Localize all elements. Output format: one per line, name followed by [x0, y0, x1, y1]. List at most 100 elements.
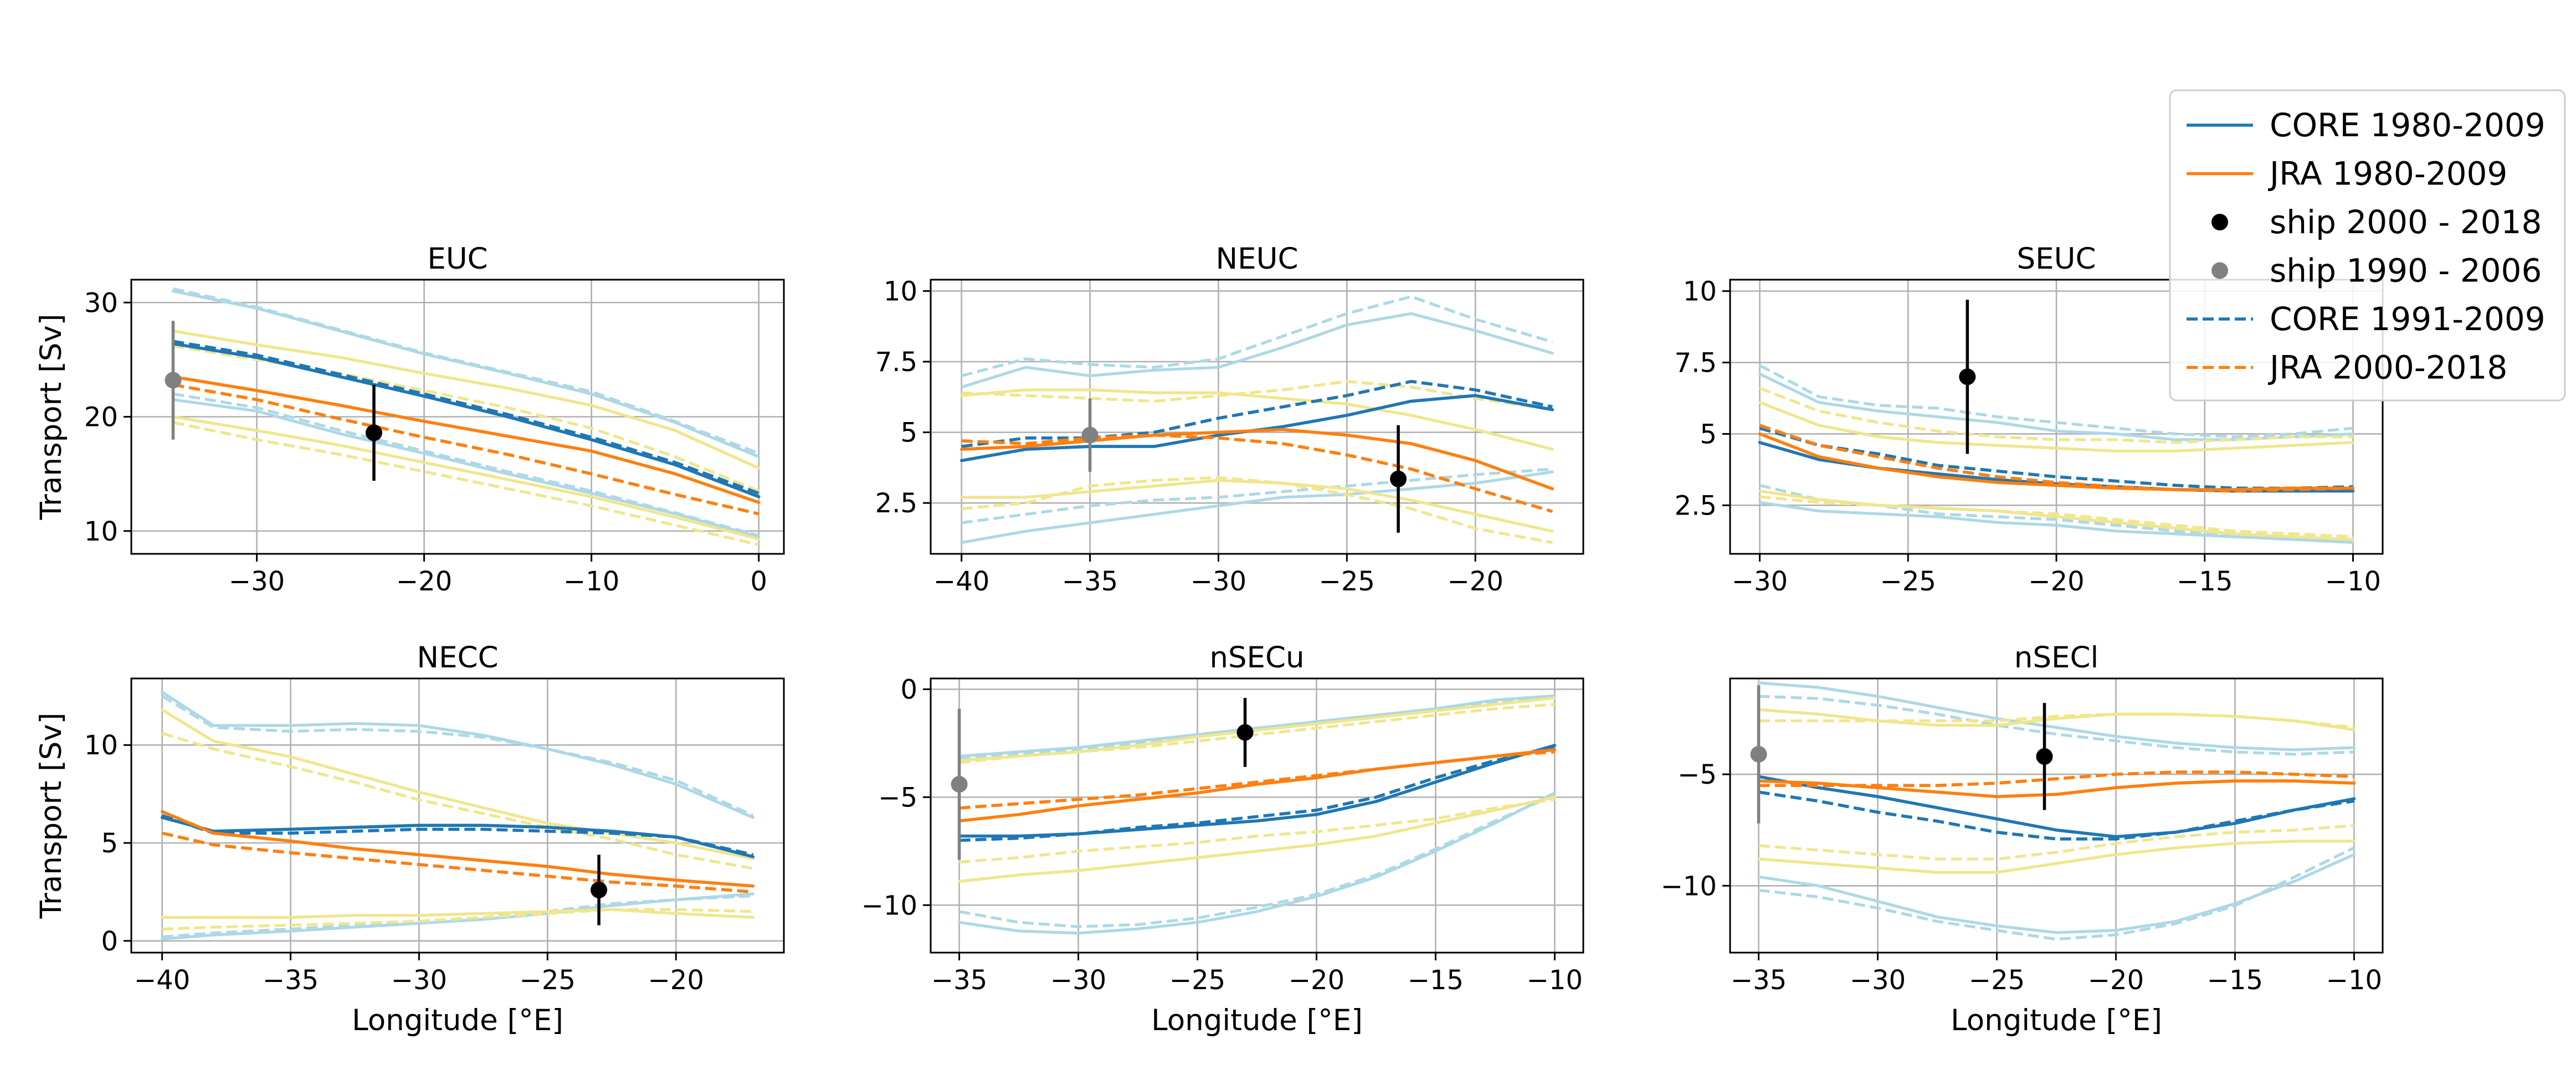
ship-point-1 [365, 424, 382, 441]
series-line-core-env-0 [960, 312, 1554, 389]
legend-label-3: ship 1990 - 2006 [2270, 252, 2542, 290]
x-tick-label-1: −20 [396, 566, 452, 597]
x-axis-label: Longitude [°E] [1151, 1004, 1363, 1037]
series-line-jra-11 [959, 750, 1555, 810]
panel-title: nSECu [1209, 641, 1304, 675]
series-line-jra-env-6 [960, 479, 1554, 533]
x-tick-label-4: −15 [1408, 965, 1464, 996]
x-tick-label-3: −25 [520, 965, 576, 996]
y-tick-label-0: 2.5 [1675, 490, 1717, 521]
y-tick-label-2: 7.5 [1675, 348, 1717, 379]
legend-label-4: CORE 1991-2009 [2270, 300, 2546, 338]
x-tick-label-2: −30 [391, 965, 447, 996]
x-tick-label-3: −20 [2088, 965, 2144, 996]
x-tick-label-3: −15 [2177, 566, 2233, 597]
series-line-jra-env-4 [1758, 401, 2355, 453]
series-line-jra-11 [173, 383, 760, 516]
series-line-jra-env-4 [960, 388, 1554, 451]
panel-neuc: −40 −35 −30 −25 −20 2.5 5 7.5 10 NEUC [875, 242, 1584, 597]
panel-nsecl: −35 −30 −25 −20 −15 −10 −10 −5 nSECl Longitude [°… [1661, 641, 2384, 1037]
series-line-jra-11 [1758, 770, 2354, 787]
y-tick-label-1: 5 [1700, 419, 1717, 450]
x-tick-label-0: −30 [229, 566, 285, 597]
series-group [957, 694, 1557, 935]
series-line-core-env-0 [1757, 681, 2356, 752]
series-line-jra-env-7 [1759, 495, 2353, 538]
x-tick-label-3: −25 [1319, 566, 1375, 597]
series-group [959, 295, 1554, 544]
y-tick-label-2: 30 [84, 287, 118, 318]
series-line-jra-10 [160, 810, 755, 888]
x-tick-label-0: −35 [931, 965, 987, 996]
x-tick-label-2: −25 [1169, 965, 1225, 996]
series-line-core-env-3 [173, 392, 760, 537]
x-tick-label-0: −40 [933, 566, 989, 597]
series-line-jra-env-7 [1758, 824, 2354, 861]
series-line-jra-env-4 [161, 708, 755, 860]
y-tick-label-1: −5 [1677, 759, 1717, 790]
y-tick-label-2: 0 [900, 674, 917, 705]
series-line-jra-env-7 [172, 421, 760, 547]
y-tick-label-3: 10 [1683, 276, 1717, 307]
series-line-jra-11 [961, 433, 1553, 513]
series-line-core-8 [171, 342, 761, 498]
series-line-jra-env-6 [957, 795, 1556, 883]
series-line-core-9 [161, 814, 753, 856]
y-tick-label-0: −10 [1661, 871, 1717, 902]
x-tick-label-1: −30 [1850, 965, 1906, 996]
series-line-core-env-1 [961, 295, 1553, 378]
ship-point-0 [1750, 745, 1767, 763]
series-line-core-env-2 [1758, 501, 2355, 544]
x-tick-label-2: −25 [1969, 965, 2025, 996]
y-tick-label-0: 0 [101, 926, 118, 957]
x-tick-label-1: −25 [1880, 566, 1936, 597]
ship-point-0 [165, 372, 182, 389]
legend-label-2: ship 2000 - 2018 [2270, 203, 2542, 241]
axes-frame [930, 279, 1584, 555]
series-line-jra-env-5 [1758, 712, 2354, 729]
series-line-jra-11 [162, 831, 753, 894]
series-line-core-9 [959, 745, 1555, 842]
axes-frame [930, 677, 1584, 954]
ship-point-1 [1236, 724, 1254, 741]
series-line-jra-10 [959, 428, 1554, 491]
x-tick-label-4: −15 [2207, 965, 2263, 996]
y-tick-label-0: −10 [861, 890, 917, 921]
x-tick-label-3: 0 [750, 566, 767, 597]
series-line-core-env-2 [957, 791, 1556, 935]
y-tick-label-1: −5 [878, 782, 917, 813]
series-line-jra-env-7 [959, 798, 1555, 863]
y-tick-label-3: 10 [884, 276, 917, 307]
x-tick-label-4: −20 [648, 965, 704, 996]
legend-marker-swatch-3 [2211, 262, 2228, 279]
series-line-jra-11 [1759, 424, 2353, 493]
y-tick-label-0: 2.5 [875, 488, 917, 519]
series-line-jra-env-7 [961, 476, 1553, 544]
series-line-jra-env-5 [1759, 387, 2353, 444]
panel-necc: −40 −35 −30 −25 −20 0 5 10 NECC Longitude [°E] Tra… [34, 641, 785, 1037]
panel-title: nSECl [2014, 641, 2098, 675]
series-line-jra-env-7 [162, 908, 753, 931]
ship-point-0 [1959, 368, 1976, 385]
x-axis-label: Longitude [°E] [1951, 1004, 2162, 1037]
series-group [1757, 681, 2356, 941]
axes-frame [1729, 677, 2384, 954]
series-line-core-env-1 [161, 695, 754, 817]
legend-label-5: JRA 2000-2018 [2268, 349, 2507, 387]
x-tick-label-2: −20 [2028, 566, 2084, 597]
series-line-jra-10 [1757, 779, 2356, 799]
y-tick-label-2: 7.5 [875, 347, 917, 378]
ship-point-0 [591, 881, 608, 898]
legend-label-0: CORE 1980-2009 [2270, 106, 2546, 144]
axes-frame [130, 677, 785, 954]
y-axis-label: Transport [Sv] [34, 713, 68, 919]
legend-label-1: JRA 1980-2009 [2268, 155, 2507, 193]
x-tick-label-5: −10 [2326, 965, 2382, 996]
series-line-core-env-0 [957, 694, 1556, 758]
x-axis-label: Longitude [°E] [352, 1004, 563, 1037]
x-tick-label-1: −35 [1062, 566, 1118, 597]
series-line-jra-env-5 [961, 380, 1553, 412]
x-tick-label-0: −35 [1731, 965, 1787, 996]
x-tick-label-0: −30 [1732, 566, 1788, 597]
ship-point-1 [2036, 748, 2053, 765]
